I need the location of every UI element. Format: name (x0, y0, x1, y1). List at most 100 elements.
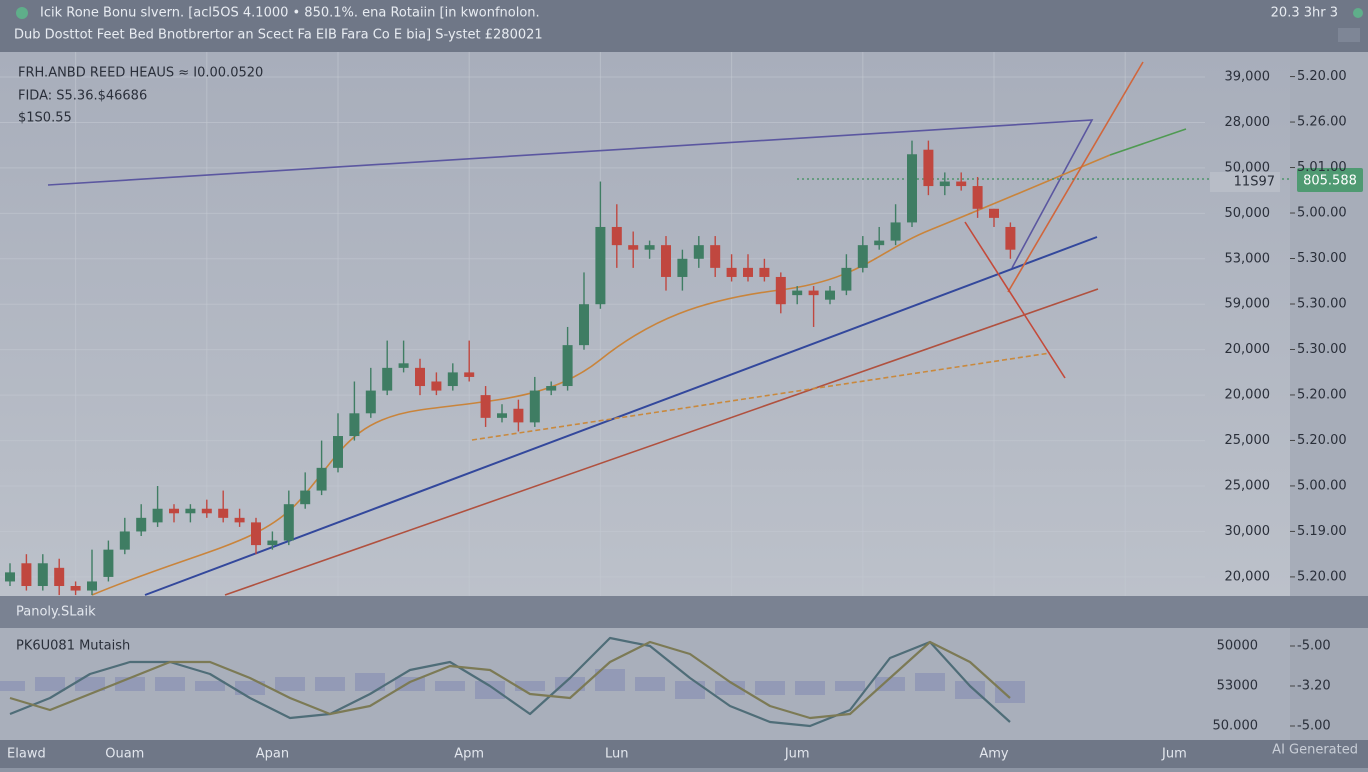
candle-body (251, 522, 261, 546)
candle-body (513, 408, 524, 423)
candle-body (267, 540, 278, 546)
y-tick-label: 59,000 (1225, 297, 1271, 312)
candle-body (300, 490, 311, 505)
candle-body (907, 154, 917, 223)
candle-body (497, 413, 507, 418)
moving-average (1109, 128, 1187, 156)
indicator-line (9, 640, 1011, 720)
histogram-bar (995, 681, 1025, 703)
candle-body (169, 508, 179, 514)
y-tick-label: 39,000 (1225, 69, 1271, 84)
candle-body (972, 186, 983, 209)
candle-body (87, 581, 97, 591)
y2-tick-label: 5.00.00 (1297, 478, 1347, 493)
candle-body (447, 372, 458, 387)
y-tick-label: 53000 (1217, 679, 1258, 694)
y2-tick-label: 5.20.00 (1297, 387, 1347, 402)
histogram-bar (595, 669, 625, 691)
y2-tick-label: 5.20.00 (1297, 569, 1347, 584)
y2-tick-label: 5.30.00 (1297, 251, 1347, 266)
histogram-bar (355, 673, 385, 691)
x-tick-label: Ouam (105, 747, 144, 762)
candle-body (415, 367, 425, 387)
watermark: AI Generated (1272, 743, 1358, 758)
candle-body (1005, 226, 1016, 250)
clock: 20.3 3hr 3 (1271, 6, 1338, 21)
candle-body (890, 222, 901, 241)
candle-body (152, 508, 163, 523)
price-label: 805.588 (1303, 174, 1357, 189)
panel-title: Panoly.SLaik (16, 605, 96, 620)
candle-body (808, 290, 819, 296)
x-tick-label: Apan (256, 747, 289, 762)
trendline (1007, 61, 1144, 293)
y2-tick-label: -5.00 (1297, 719, 1331, 734)
candle-body (611, 226, 622, 246)
y2-tick-label: -3.20 (1297, 679, 1331, 694)
x-tick-label: Jum (1161, 747, 1187, 762)
trendline (224, 288, 1099, 596)
x-tick-label: Amy (979, 747, 1009, 762)
lower-axis-panel (1290, 628, 1368, 740)
candle-body (185, 508, 196, 514)
candle-body (218, 508, 229, 518)
candle-body (316, 467, 327, 491)
candle-body (5, 572, 15, 582)
histogram-bar (475, 681, 505, 699)
candle-body (464, 372, 475, 377)
logo (16, 7, 28, 19)
candle-body (234, 517, 245, 523)
histogram-bar (315, 677, 345, 691)
candle-body (989, 208, 999, 218)
histogram-bar (835, 681, 865, 691)
y-tick-label: 53,000 (1225, 251, 1271, 266)
candle-body (628, 245, 639, 250)
candle-body (726, 267, 737, 277)
price-marker-box (1210, 172, 1280, 192)
candle-body (562, 345, 573, 387)
candle-body (333, 436, 343, 468)
price-tag (1297, 168, 1363, 192)
histogram-bar (675, 681, 705, 699)
histogram-bar (0, 681, 25, 691)
candle-body (759, 267, 770, 277)
histogram-bar (955, 681, 985, 699)
candle-body (841, 267, 852, 291)
histogram-bar (35, 677, 65, 691)
candle-body (775, 276, 786, 305)
y2-tick-label: 5.30.00 (1297, 342, 1347, 357)
y-tick-label: 20,000 (1225, 342, 1271, 357)
histogram-bar (235, 681, 265, 695)
y2-tick-label: 5.20.00 (1297, 433, 1347, 448)
candle-body (939, 181, 950, 187)
candle-body (661, 245, 671, 277)
candle-body (70, 586, 81, 591)
x-tick-label: Apm (454, 747, 484, 762)
candle-body (923, 149, 934, 187)
histogram-bar (635, 677, 665, 691)
histogram-bar (155, 677, 185, 691)
y-tick-label: 20,000 (1225, 388, 1271, 403)
y2-tick-label: -5.00 (1297, 639, 1331, 654)
y2-tick-label: 5.30.00 (1297, 296, 1347, 311)
histogram-bar (915, 673, 945, 691)
candle-body (595, 226, 606, 305)
y-tick-label: 50.000 (1213, 719, 1259, 734)
histogram-bar (75, 677, 105, 691)
candle-body (480, 395, 491, 418)
header-subtitle: Dub Dosttot Feet Bed Bnotbrertor an Scec… (14, 28, 543, 43)
histogram-bar (275, 677, 305, 691)
menu-button[interactable] (1338, 28, 1360, 42)
main-plot (0, 52, 1290, 596)
histogram-bar (795, 681, 825, 695)
annotation: $1S0.55 (18, 111, 72, 126)
candle-body (693, 245, 704, 259)
candle-body (382, 367, 393, 391)
candle-body (37, 563, 48, 587)
moving-average (91, 154, 1111, 596)
y2-tick-label: 5.00.00 (1297, 206, 1347, 221)
candle-body (201, 508, 212, 514)
x-tick-label: Jum (784, 747, 810, 762)
candle-body (857, 245, 868, 268)
